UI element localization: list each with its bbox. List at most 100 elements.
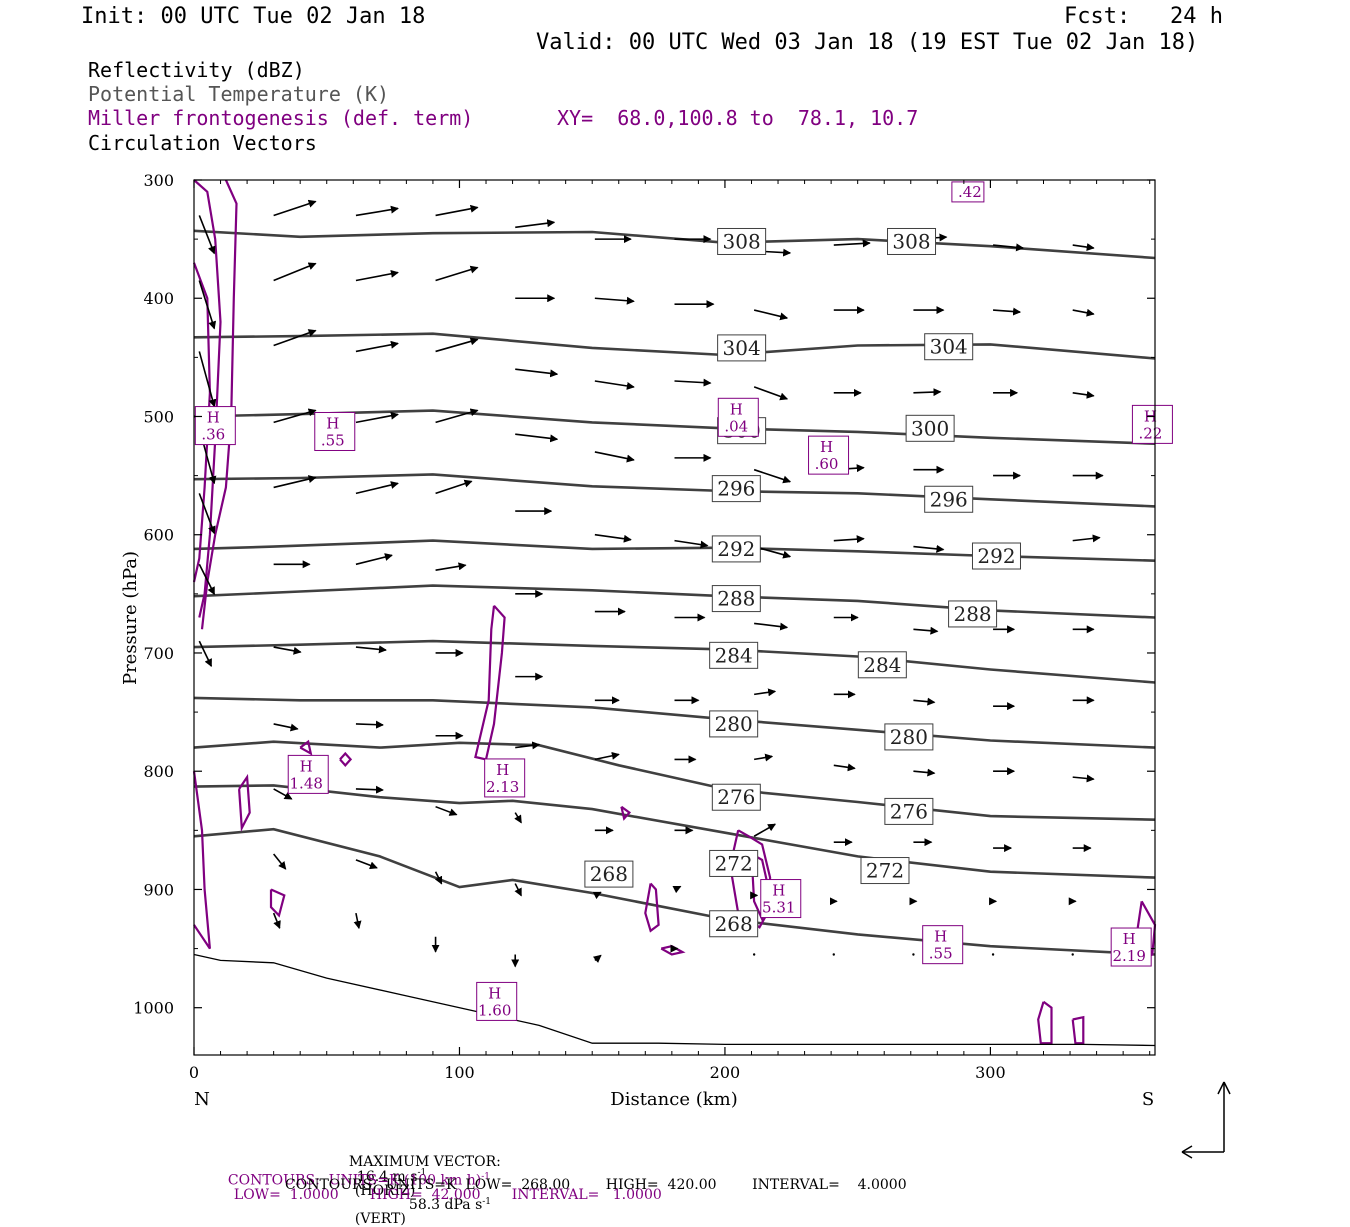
circulation-vector <box>273 646 302 655</box>
y-tick-label: 400 <box>143 289 174 308</box>
frontogenesis-contour <box>474 604 506 761</box>
maximum-value: .55 <box>321 431 345 449</box>
theta-label: 284 <box>709 641 759 669</box>
theta-label: 272 <box>709 849 759 877</box>
circulation-vector <box>515 368 559 378</box>
circulation-vector <box>435 337 479 353</box>
theta-label-text: 308 <box>892 229 930 253</box>
maximum-box <box>476 981 518 1021</box>
theta-label-text: 268 <box>590 862 628 886</box>
theta-label-box <box>887 227 937 255</box>
max-vector-horiz-exp: -1 <box>417 1168 427 1178</box>
theta-label-box <box>717 227 767 255</box>
theta-contour-296 <box>193 473 1156 508</box>
circulation-vector <box>515 433 559 443</box>
circulation-vector <box>594 380 635 390</box>
maximum-box <box>287 754 329 794</box>
theta-label: 276 <box>884 797 934 825</box>
circulation-vector <box>355 645 387 654</box>
theta-label-text: 308 <box>723 229 761 253</box>
theta-contour-280 <box>193 696 1156 749</box>
contours-frontogenesis-range: LOW= 1.0000 HIGH= 42.000 INTERVAL= 1.000… <box>233 1186 662 1203</box>
theta-contour-288 <box>193 584 1156 619</box>
theta-label-text: 292 <box>717 537 755 561</box>
valid-time: Valid: 00 UTC Wed 03 Jan 18 (19 EST Tue … <box>536 30 1199 55</box>
maximum-letter: H <box>300 757 313 775</box>
maximum-box <box>194 406 236 446</box>
maximum-value: .22 <box>1138 424 1162 442</box>
circulation-vector <box>273 853 287 870</box>
circulation-vector <box>198 351 217 408</box>
y-axis-title: Pressure (hPa) <box>120 551 141 685</box>
maximum-letter: H <box>934 928 947 946</box>
theta-label-text: 296 <box>717 477 755 501</box>
max-vector-horiz: 16.4 m s <box>356 1168 418 1185</box>
circulation-vector <box>355 481 399 495</box>
maximum-letter: H <box>326 414 339 432</box>
theta-label-text: 272 <box>715 851 753 875</box>
theta-contour-292 <box>193 539 1156 562</box>
frontogenesis-contour <box>644 882 660 933</box>
theta-label: 288 <box>948 600 998 628</box>
y-tick-label: 1000 <box>133 999 174 1018</box>
frontogenesis-maximum: H.04 <box>717 397 759 437</box>
theta-label: 304 <box>717 334 767 362</box>
circulation-vector <box>435 479 473 495</box>
frontogenesis-contour <box>299 739 313 756</box>
circulation-vector <box>515 219 556 229</box>
circulation-vector <box>355 411 399 424</box>
frontogenesis-contour <box>238 773 251 833</box>
theta-label-box <box>709 641 759 669</box>
circulation-vector <box>833 763 856 772</box>
max-vector-horiz-unit: (HORIZ) <box>354 1182 416 1199</box>
maximum-letter: H <box>207 409 220 427</box>
cross-section-endpoints: XY= 68.0,100.8 to 78.1, 10.7 <box>557 106 919 130</box>
theta-label-text: 280 <box>715 712 753 736</box>
circulation-vector <box>273 199 317 217</box>
theta-label-box <box>948 600 998 628</box>
theta-label-box <box>711 783 761 811</box>
frontogenesis-maximum: H.55 <box>314 411 356 451</box>
theta-label: 304 <box>924 333 974 361</box>
theta-label: 296 <box>711 475 761 503</box>
theta-label-text: 272 <box>866 859 904 883</box>
circulation-vector <box>753 386 789 401</box>
theta-label-box <box>884 797 934 825</box>
theta-label-text: 296 <box>930 487 968 511</box>
frontogenesis-contour <box>1071 1015 1085 1045</box>
init-time: Init: 00 UTC Tue 02 Jan 18 <box>81 4 426 29</box>
circulation-vector <box>993 307 1022 316</box>
cross-section-chart: 308 308 304 304 300 300 296 296 292 292 288 288 284 2… <box>120 171 1231 1159</box>
circulation-vector <box>674 539 709 549</box>
circulation-vector <box>272 912 281 930</box>
maximum-value: .42 <box>958 183 982 201</box>
theta-label: 280 <box>709 710 759 738</box>
frontogenesis-maximum: H.22 <box>1131 404 1173 444</box>
circulation-vector <box>273 408 317 424</box>
circulation-vector <box>198 563 216 596</box>
circulation-vector <box>913 626 939 635</box>
terrain-line <box>193 953 1156 1047</box>
frontogenesis-contour <box>1037 1000 1053 1045</box>
circulation-vector <box>434 871 443 885</box>
y-tick-label: 800 <box>143 762 174 781</box>
theta-label: 292 <box>971 542 1021 570</box>
circulation-vector <box>753 309 789 321</box>
circulation-vector <box>913 697 936 706</box>
circulation-vector <box>913 544 945 553</box>
vector-scale-icon <box>1181 1081 1231 1159</box>
x-tick-label: 100 <box>444 1063 475 1082</box>
maximum-letter: H <box>820 438 833 456</box>
theta-label: 268 <box>584 860 634 888</box>
theta-label: 296 <box>924 485 974 513</box>
circulation-vector <box>355 785 384 794</box>
x-tick-label: 200 <box>710 1063 741 1082</box>
theta-label-box <box>711 535 761 563</box>
circulation-vector <box>594 533 632 543</box>
circulation-vector <box>833 535 865 544</box>
theta-label-text: 300 <box>911 416 949 440</box>
circulation-vector <box>435 408 479 424</box>
legend-reflectivity: Reflectivity (dBZ) <box>88 58 305 82</box>
circulation-vector <box>833 239 871 248</box>
maximum-value: 5.31 <box>762 899 795 917</box>
